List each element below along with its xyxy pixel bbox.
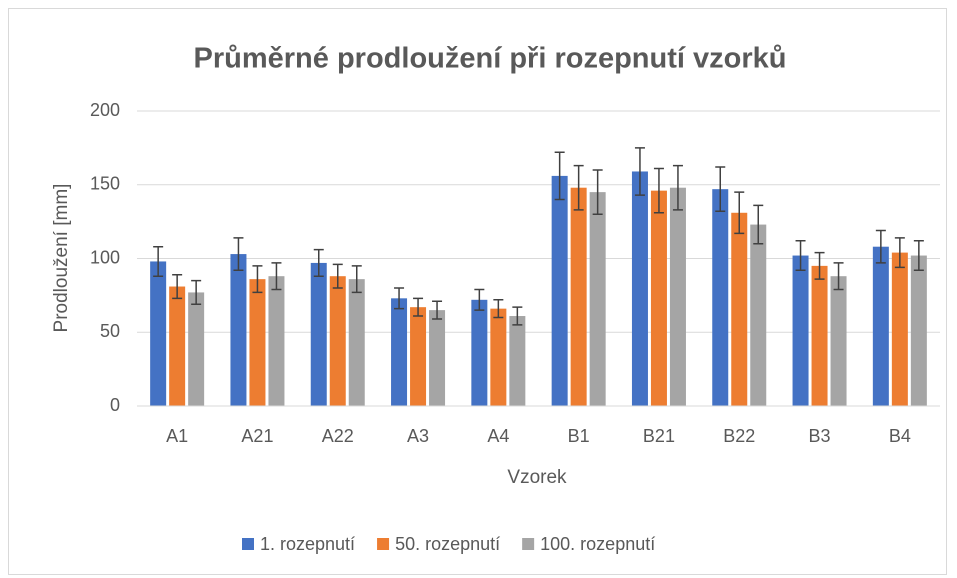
bar [712,189,729,406]
x-tick-label: A3 [407,426,429,446]
bar [310,262,327,406]
error-bar [153,245,164,277]
x-tick-label: A21 [241,426,273,446]
bar [169,286,186,406]
bar [348,279,365,406]
legend-swatch [377,538,390,550]
bar [830,276,847,406]
error-bar [413,297,424,317]
error-bar [875,229,886,264]
chart-title: Průměrné prodloužení při rozepnutí vzork… [194,43,787,75]
bar [872,246,889,406]
legend-swatch [242,538,254,550]
error-bar [271,262,282,291]
bar [910,255,927,406]
legend-label: 100. rozepnutí [540,534,655,554]
bar [249,279,266,406]
x-tick-label: B4 [889,426,911,446]
bar [509,316,526,406]
bar [792,255,809,406]
bar [811,265,828,406]
y-axis-label: Prodloužení [mm] [51,184,72,333]
x-tick-label: B22 [723,426,755,446]
bar [650,190,667,406]
bar [329,276,346,406]
bar [589,192,606,406]
error-bar [351,265,362,294]
y-tick-label: 0 [110,395,120,415]
error-bar [634,147,645,196]
bar [669,187,686,406]
bar [268,276,285,406]
bar [391,298,408,406]
error-bar [172,273,183,300]
error-bar [512,306,523,326]
x-tick-label: B3 [809,426,831,446]
x-tick-label: A4 [487,426,509,446]
error-bar [493,299,504,319]
x-tick-label: B1 [568,426,590,446]
error-bar [913,240,924,272]
error-bar [715,166,726,213]
y-tick-label: 100 [90,247,120,267]
bar [429,310,446,406]
error-bar [313,248,324,277]
error-bar [653,167,664,214]
x-tick-label: A22 [322,426,354,446]
bar [188,292,205,406]
x-axis-label: Vzorek [507,467,567,488]
bar [150,261,167,406]
error-bar [672,164,683,211]
x-tick-label: A1 [166,426,188,446]
error-bar [573,164,584,211]
error-bar [894,237,905,269]
legend-swatch [522,538,535,550]
bar [551,175,568,406]
error-bar [394,287,405,310]
x-tick-label: B21 [643,426,675,446]
error-bar [233,237,244,272]
error-bar [795,240,806,272]
error-bar [592,169,603,215]
error-bar [833,262,844,291]
bar [410,307,427,406]
bar [891,252,908,406]
bar [570,187,587,406]
bar [731,212,748,406]
error-bar [432,300,443,320]
error-bar [474,288,485,311]
bar [750,224,767,406]
error-bar [191,279,202,305]
bar [230,254,247,406]
error-bar [554,151,565,201]
bar [631,171,648,406]
y-tick-label: 200 [90,100,120,120]
error-bar [734,191,745,235]
y-tick-label: 150 [90,174,120,194]
legend-label: 50. rozepnutí [395,534,500,554]
error-bar [753,204,764,245]
error-bar [252,265,263,294]
y-tick-label: 50 [100,321,120,341]
bar [490,308,507,406]
error-bar [332,263,343,289]
error-bar [814,251,825,280]
bar [471,299,488,406]
legend-label: 1. rozepnutí [260,534,355,554]
